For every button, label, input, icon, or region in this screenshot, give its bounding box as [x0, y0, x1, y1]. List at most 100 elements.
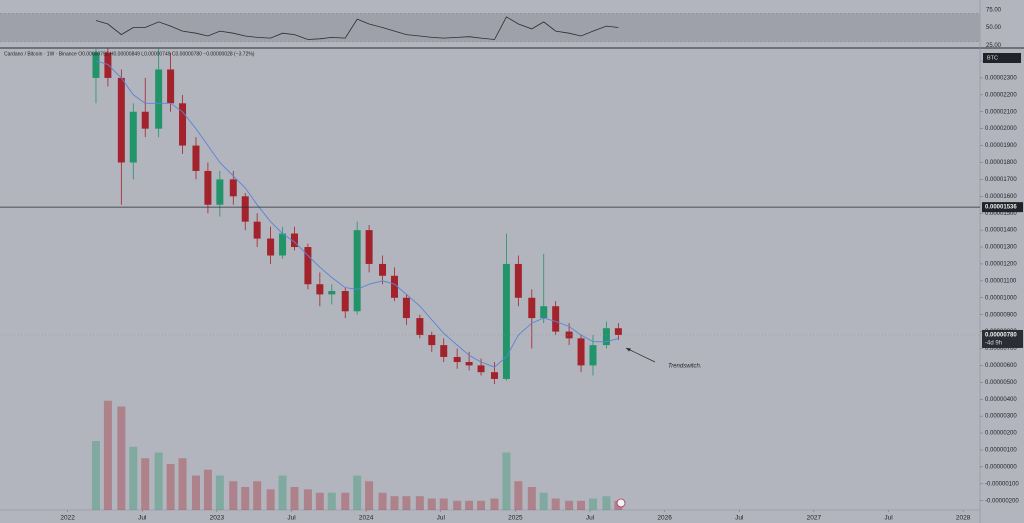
candle-body [490, 372, 498, 379]
x-tick-label: 2027 [807, 515, 822, 522]
candle-body [316, 284, 324, 295]
volume-bar [415, 496, 424, 510]
candle-body [502, 263, 510, 379]
rsi-band [0, 13, 980, 42]
volume-bar [588, 498, 597, 510]
y-tick-label: 0.00000700 [985, 346, 1017, 352]
current-price-box [982, 329, 1023, 348]
candle-body [267, 238, 275, 256]
rsi-tick-label: 50.00 [986, 25, 1002, 31]
y-tick-label: 0.00001900 [985, 143, 1017, 149]
volume-bar [402, 496, 411, 510]
volume-bar [353, 475, 362, 510]
currency: BTC [987, 55, 998, 61]
y-tick-label: 0.00001500 [985, 211, 1017, 217]
arrow-head [626, 348, 631, 352]
y-tick-label: 0.00000500 [985, 380, 1017, 386]
price-pane [91, 48, 623, 510]
volume-bar [266, 489, 275, 510]
candle-body [155, 69, 163, 129]
candle-body [117, 77, 125, 163]
volume-bar [91, 441, 100, 510]
y-tick-label: -0.00000200 [985, 498, 1019, 504]
x-tick-label: Jul [884, 515, 893, 522]
annotation: Trendswitch. [668, 364, 702, 370]
rsi-tick-label: 25.00 [986, 43, 1002, 49]
volume-bar [490, 498, 499, 510]
moving-average [95, 60, 619, 368]
volume-bar [303, 489, 312, 510]
y-tick-label: 0.00001000 [985, 295, 1017, 301]
candle-body [477, 365, 485, 373]
candle-body [179, 103, 187, 146]
candle-body [92, 52, 100, 78]
candle-body [341, 291, 349, 312]
x-tick-label: Jul [138, 515, 147, 522]
volume-bar [577, 500, 586, 510]
rsi-line [95, 16, 619, 40]
candle-body [514, 263, 522, 298]
y-tick-label: 0.00002200 [985, 92, 1017, 98]
currency-box [983, 53, 1021, 63]
y-tick-label: 0.00001300 [985, 245, 1017, 251]
y-tick-label: 0.00001200 [985, 262, 1017, 268]
y-tick-label: 0.00000600 [985, 363, 1017, 369]
volume-bar [453, 500, 462, 510]
y-tick-label: 0.00001700 [985, 177, 1017, 183]
candle-body [453, 356, 461, 363]
x-tick-label: Jul [287, 515, 296, 522]
volume-bar [229, 481, 238, 510]
candle-body [241, 196, 249, 222]
volume-bar [117, 406, 126, 510]
y-tick-label: 0.00000000 [985, 464, 1017, 470]
y-tick-label: 0.00000400 [985, 397, 1017, 403]
candle-body [290, 233, 298, 248]
plot: 75.0050.0025.000.000024000.000023000.000… [0, 7, 1023, 522]
candle-body [552, 306, 560, 332]
candle-body [440, 345, 448, 357]
candle-body [129, 111, 137, 163]
volume-bar [253, 481, 262, 510]
volume-bar [527, 487, 536, 510]
y-tick-label: -0.00000100 [985, 481, 1019, 487]
volume-bar [514, 481, 523, 510]
volume-bar [166, 464, 175, 510]
candle-body [104, 52, 112, 78]
y-tick-label: 0.00000900 [985, 312, 1017, 318]
volume-bar [178, 458, 187, 510]
candle-body [253, 221, 261, 239]
candle-body [390, 275, 398, 298]
candle-body [465, 362, 473, 366]
x-tick-label: 2025 [508, 515, 523, 522]
candle-body [167, 69, 175, 104]
y-tick-label: 0.00001800 [985, 160, 1017, 166]
candle-body [304, 247, 312, 285]
candle-body [540, 306, 548, 319]
volume-bar [439, 498, 448, 510]
volume-bar [365, 481, 374, 510]
y-tick-label: 0.00002100 [985, 109, 1017, 115]
candle-body [416, 318, 424, 335]
header: Cardano / Bitcoin · 1W · Binance O0.0000… [4, 51, 255, 57]
volume-bar [539, 492, 548, 510]
volume-bar [241, 487, 250, 510]
candle-body [428, 334, 436, 346]
volume-bar [327, 492, 336, 510]
volume-bar [551, 498, 560, 510]
volume-bar [565, 500, 574, 510]
volume-bar [103, 400, 112, 510]
volume-bar [602, 496, 611, 510]
candle-body [614, 328, 622, 335]
candle-body [565, 331, 573, 339]
volume-bar [427, 498, 436, 510]
volume-bar [502, 452, 511, 510]
logo-icon [616, 498, 626, 508]
x-tick-label: 2023 [210, 515, 225, 522]
volume-bar [290, 487, 299, 510]
y-tick-label: 0.00000200 [985, 431, 1017, 437]
volume-bar [154, 452, 163, 510]
y-tick-label: 0.00000300 [985, 414, 1017, 420]
candle-body [229, 179, 237, 197]
